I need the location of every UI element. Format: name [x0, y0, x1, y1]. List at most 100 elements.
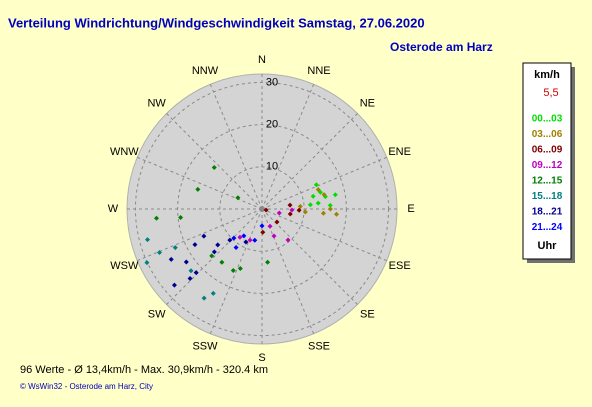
- legend-box: [522, 62, 572, 260]
- grid-circle: [134, 81, 390, 337]
- wind-point: [144, 237, 150, 243]
- spoke: [261, 208, 358, 305]
- wind-point: [285, 237, 291, 243]
- direction-label: NE: [360, 98, 375, 110]
- wind-point: [276, 210, 282, 216]
- wind-point: [193, 270, 199, 276]
- direction-label: NNE: [307, 65, 330, 77]
- wind-point: [267, 223, 273, 229]
- wind-point: [215, 242, 221, 248]
- grid-circle: [177, 124, 347, 294]
- direction-label: SE: [360, 308, 375, 320]
- r-tick-label: 30: [266, 76, 278, 88]
- wind-point: [327, 202, 333, 208]
- wind-point: [321, 192, 327, 198]
- wind-point: [259, 223, 265, 229]
- legend-label: 15...18: [532, 191, 563, 202]
- wind-point: [183, 259, 189, 265]
- wind-point: [313, 182, 319, 188]
- r-tick-label: 10: [266, 161, 278, 173]
- wind-point: [274, 219, 280, 225]
- spoke: [261, 156, 387, 210]
- footer-stats: 96 Werte - Ø 13,4km/h - Max. 30,9km/h - …: [20, 364, 268, 376]
- direction-label: WSW: [110, 260, 139, 272]
- wind-point: [154, 215, 160, 221]
- wind-point: [227, 237, 233, 243]
- r-tick-label: 20: [266, 119, 278, 131]
- wind-point: [230, 268, 236, 274]
- legend-footer: Uhr: [538, 240, 558, 252]
- wind-point: [287, 202, 293, 208]
- wind-point: [201, 295, 207, 301]
- legend-label: 03...06: [532, 129, 563, 140]
- wind-point: [247, 237, 253, 243]
- wind-point: [271, 233, 277, 239]
- legend-label: 09...12: [532, 160, 563, 171]
- grid-circle: [219, 166, 305, 252]
- direction-label: ESE: [389, 260, 411, 272]
- direction-label: SSW: [192, 341, 218, 353]
- spoke: [137, 156, 263, 210]
- wind-point: [315, 187, 321, 193]
- legend-label: 18...21: [532, 207, 563, 218]
- wind-point: [297, 203, 303, 209]
- wind-point: [209, 253, 215, 259]
- wind-point: [188, 268, 194, 274]
- spoke: [209, 84, 263, 210]
- spoke: [166, 113, 263, 210]
- wind-point: [237, 265, 243, 271]
- wind-point: [168, 256, 174, 262]
- wind-point: [231, 235, 237, 241]
- direction-label: W: [108, 203, 119, 215]
- legend-label: 12...15: [532, 176, 563, 187]
- wind-point: [187, 275, 193, 281]
- direction-label: NNW: [192, 65, 219, 77]
- wind-point: [211, 164, 217, 170]
- legend-note: 5,5: [543, 87, 558, 99]
- direction-label: S: [258, 352, 265, 364]
- direction-label: WNW: [110, 146, 139, 158]
- direction-label: SSE: [308, 341, 330, 353]
- wind-point: [233, 244, 239, 250]
- chart-title: Verteilung Windrichtung/Windgeschwindigk…: [8, 15, 425, 30]
- spoke: [261, 84, 315, 210]
- wind-point: [327, 206, 333, 212]
- spoke: [166, 208, 263, 305]
- spoke: [261, 208, 315, 334]
- wind-point: [156, 250, 162, 256]
- wind-point: [178, 215, 184, 221]
- wind-point: [241, 233, 247, 239]
- wind-point: [201, 233, 207, 239]
- wind-point: [320, 210, 326, 216]
- direction-label: N: [258, 54, 266, 66]
- spoke: [261, 208, 387, 262]
- legend-label: 06...09: [532, 145, 563, 156]
- legend-label: 21...24: [532, 222, 563, 233]
- wind-point: [172, 245, 178, 251]
- wind-point: [287, 211, 293, 217]
- wind-point: [315, 200, 321, 206]
- direction-label: SW: [148, 308, 166, 320]
- wind-point: [235, 195, 241, 201]
- wind-point: [263, 207, 269, 213]
- spoke: [209, 208, 263, 334]
- chart-subtitle: Osterode am Harz: [390, 40, 493, 54]
- wind-point: [252, 237, 258, 243]
- wind-point: [210, 290, 216, 296]
- wind-point: [307, 202, 313, 208]
- wind-point: [296, 207, 302, 213]
- wind-point: [332, 192, 338, 198]
- wind-point: [302, 209, 308, 215]
- wind-point: [192, 242, 198, 248]
- wind-point: [211, 249, 217, 255]
- wind-point: [171, 282, 177, 288]
- wind-point: [195, 186, 201, 192]
- wind-point: [289, 207, 295, 213]
- spoke: [261, 113, 358, 210]
- footer-credit: © WsWin32 - Osterode am Harz, City: [20, 382, 153, 391]
- wind-point: [310, 193, 316, 199]
- wind-point: [260, 229, 266, 235]
- wind-point: [333, 211, 339, 217]
- wind-point: [243, 239, 249, 245]
